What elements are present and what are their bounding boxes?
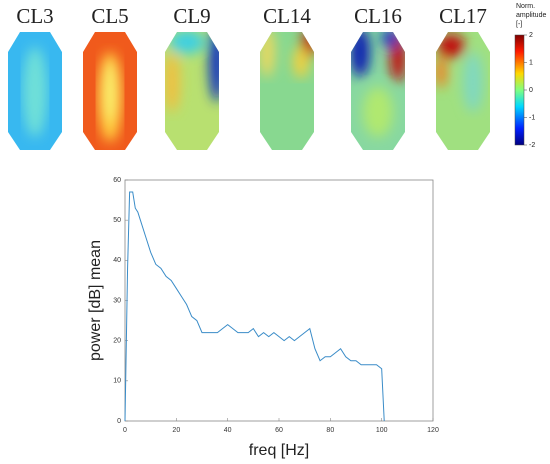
colorbar-tick-label: 0 xyxy=(529,87,533,94)
topomap xyxy=(436,32,490,150)
topomap-blob xyxy=(437,34,465,58)
topomap xyxy=(8,32,62,150)
topomap xyxy=(351,32,405,150)
map-label: CL16 xyxy=(354,4,402,28)
topomap-fill xyxy=(165,32,219,150)
y-tick-label: 30 xyxy=(113,297,121,304)
map-label: CL5 xyxy=(91,4,128,28)
y-tick-label: 40 xyxy=(113,257,121,264)
map-label: CL17 xyxy=(439,4,487,28)
topomap-fill xyxy=(83,32,137,150)
y-tick-label: 20 xyxy=(113,338,121,345)
topomap-fill xyxy=(8,32,62,150)
topomap xyxy=(260,32,314,150)
map-label: CL9 xyxy=(173,4,210,28)
topomap-blob xyxy=(209,32,219,102)
map-label: CL14 xyxy=(263,4,311,28)
y-tick-label: 50 xyxy=(113,217,121,224)
topomap xyxy=(165,32,219,150)
topomap-fill xyxy=(351,32,405,150)
x-tick-label: 80 xyxy=(326,427,334,434)
topomap-blob xyxy=(165,52,180,112)
y-tick-label: 10 xyxy=(113,378,121,385)
x-tick-label: 40 xyxy=(224,427,232,434)
x-tick-label: 60 xyxy=(275,427,283,434)
colorbar xyxy=(514,34,525,146)
topomap-blob xyxy=(351,32,370,77)
plot-frame xyxy=(124,179,434,422)
x-tick-label: 100 xyxy=(376,427,388,434)
x-axis-title: freq [Hz] xyxy=(249,442,309,459)
topomap-fill xyxy=(260,32,314,150)
x-tick-label: 0 xyxy=(123,427,127,434)
topomap-blob xyxy=(169,32,205,54)
topomap-blob xyxy=(293,46,309,78)
y-tick-label: 0 xyxy=(117,418,121,425)
colorbar-tick-label: 1 xyxy=(529,59,533,66)
topomap-blobs xyxy=(98,52,122,142)
topomap-blob xyxy=(436,56,447,88)
colorbar-label: [-] xyxy=(516,21,522,28)
x-tick-label: 120 xyxy=(427,427,439,434)
topomap-blobs xyxy=(436,34,483,112)
topomap-blob xyxy=(104,62,116,122)
y-axis-title: power [dB] mean xyxy=(87,240,104,361)
topomap xyxy=(83,32,137,150)
topomap-blob xyxy=(23,47,47,137)
topomap-blob xyxy=(463,52,483,112)
topomap-blobs xyxy=(23,47,47,137)
topomap-blob xyxy=(382,32,398,48)
colorbar-tick-label: -1 xyxy=(529,114,535,121)
colorbar-label: Norm. xyxy=(516,3,535,10)
topomap-fill xyxy=(436,32,490,150)
topomap-blobs xyxy=(165,32,219,112)
colorbar-label: amplitude xyxy=(516,12,546,19)
topomap-blob xyxy=(363,87,393,137)
colorbar-tick-label: 2 xyxy=(529,32,533,39)
map-label: CL3 xyxy=(16,4,53,28)
line-series xyxy=(124,191,385,422)
y-tick-label: 60 xyxy=(113,177,121,184)
colorbar-tick-label: -2 xyxy=(529,142,535,149)
x-tick-label: 20 xyxy=(172,427,180,434)
topomap-blob xyxy=(260,32,275,77)
